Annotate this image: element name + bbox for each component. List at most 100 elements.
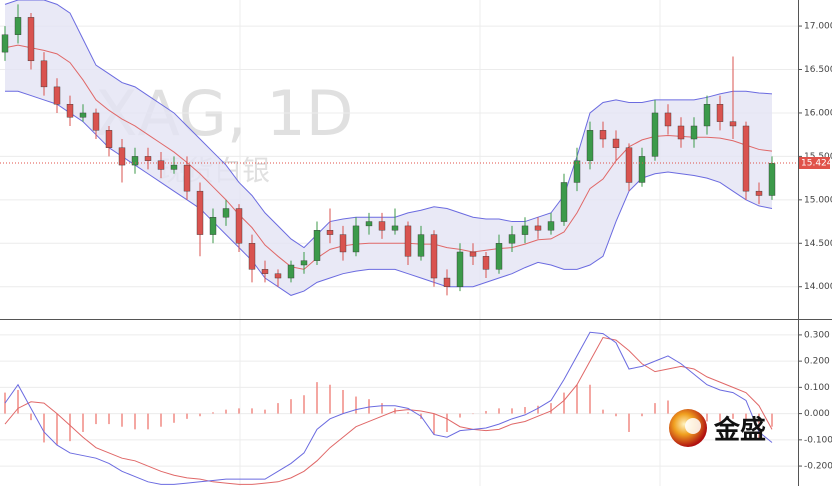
histogram-bar <box>602 409 604 414</box>
candle-body <box>469 251 477 257</box>
histogram-bar <box>238 408 240 414</box>
histogram-bar <box>17 389 19 414</box>
y-tick-label: 15.500 <box>804 152 832 162</box>
histogram-bar <box>524 407 526 414</box>
y-tick-label: 17.000 <box>804 22 832 32</box>
band-fill <box>5 0 772 296</box>
candle-body <box>118 147 126 166</box>
histogram-bar <box>654 403 656 414</box>
candle-body <box>27 17 35 62</box>
candle-body <box>300 260 308 266</box>
histogram-bar <box>355 396 357 414</box>
histogram-bar <box>147 413 149 430</box>
y-tick-label: 0.200 <box>804 357 830 367</box>
y-tick-label: 14.500 <box>804 239 832 249</box>
histogram-bar <box>290 399 292 414</box>
histogram-bar <box>550 403 552 414</box>
candle-body <box>456 251 464 287</box>
candle-body <box>547 221 555 231</box>
histogram-bar <box>56 413 58 446</box>
candle-body <box>521 225 529 235</box>
histogram-bar <box>771 413 773 427</box>
candle-body <box>560 182 568 222</box>
histogram-bar <box>628 413 630 432</box>
histogram-bar <box>30 413 32 421</box>
histogram-bar <box>407 412 409 414</box>
candle-body <box>53 86 61 105</box>
y-tick-label: 0.100 <box>804 383 830 393</box>
y-tick-label: 16.000 <box>804 108 832 118</box>
histogram-bar <box>82 413 84 432</box>
candle-body <box>209 217 217 235</box>
histogram-bar <box>264 409 266 414</box>
candle-body <box>586 130 594 161</box>
histogram-bar <box>303 395 305 414</box>
candle-body <box>183 164 191 192</box>
histogram-bar <box>251 408 253 414</box>
candle-body <box>651 112 659 157</box>
candle-body <box>313 230 321 261</box>
candle-body <box>170 164 178 170</box>
candle-body <box>573 160 581 183</box>
histogram-bar <box>446 413 448 432</box>
histogram-bar <box>615 413 617 417</box>
histogram-bar <box>277 403 279 414</box>
candle-body <box>508 234 516 244</box>
histogram-bar <box>160 413 162 427</box>
candle-body <box>40 60 48 88</box>
candle-body <box>612 138 620 148</box>
candle-body <box>248 243 256 270</box>
histogram-bar <box>641 413 643 417</box>
candle-body <box>352 225 360 253</box>
candle-body <box>703 104 711 127</box>
candle-body <box>534 225 542 231</box>
histogram-bar <box>108 413 110 425</box>
histogram-bar <box>186 413 188 419</box>
candle-body <box>14 17 22 35</box>
histogram-bar <box>472 413 474 415</box>
candle-body <box>131 156 139 166</box>
macd-line <box>4 331 773 485</box>
candle-body <box>755 190 763 196</box>
histogram-bar <box>576 384 578 414</box>
candle-body <box>222 208 230 218</box>
histogram-bar <box>134 413 136 430</box>
histogram-bar <box>121 413 123 427</box>
candle-body <box>690 125 698 140</box>
candle-body <box>768 163 776 196</box>
candle-body <box>638 156 646 183</box>
histogram-bar <box>342 389 344 414</box>
band-middle <box>4 44 773 270</box>
y-tick-label: -0.100 <box>804 435 832 445</box>
last-price-box <box>799 156 830 169</box>
candle-body <box>417 234 425 257</box>
y-tick-label: 0.000 <box>804 409 830 419</box>
candle-body <box>378 221 386 231</box>
candle-body <box>495 243 503 270</box>
histogram-bar <box>732 413 734 419</box>
logo: 金盛 <box>669 409 766 447</box>
candle-body <box>157 160 165 170</box>
histogram-bar <box>745 413 747 422</box>
candle-body <box>274 273 282 279</box>
candle-body <box>443 277 451 287</box>
candle-body <box>92 112 100 131</box>
candle-body <box>261 269 269 274</box>
candle-body <box>144 156 152 161</box>
logo-mark <box>685 418 701 434</box>
candle-body <box>677 125 685 140</box>
candle-body <box>391 225 399 231</box>
band-upper <box>4 0 773 249</box>
candle-body <box>287 264 295 279</box>
candle-body <box>716 104 724 122</box>
histogram-bar <box>537 405 539 414</box>
logo-text: 金盛 <box>713 415 766 446</box>
histogram-bar <box>758 413 760 440</box>
candle-body <box>664 112 672 127</box>
histogram-bar <box>706 413 708 422</box>
candle-body <box>105 130 113 148</box>
histogram-bar <box>719 413 721 422</box>
histogram-bar <box>43 413 45 443</box>
